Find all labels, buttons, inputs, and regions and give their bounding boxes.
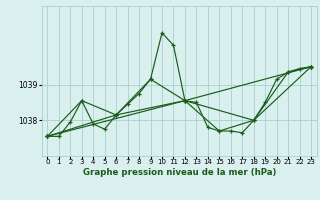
X-axis label: Graphe pression niveau de la mer (hPa): Graphe pression niveau de la mer (hPa)	[83, 168, 276, 177]
